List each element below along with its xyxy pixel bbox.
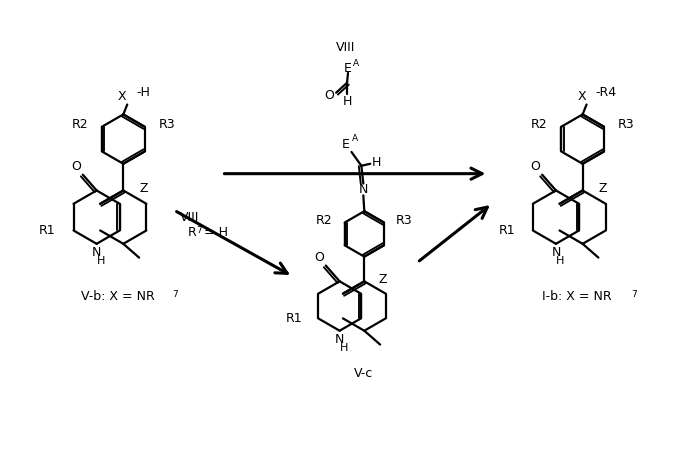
Text: V-b: X = NR: V-b: X = NR — [81, 290, 154, 303]
Text: H: H — [556, 256, 564, 266]
Text: R2: R2 — [71, 118, 88, 131]
Text: R1: R1 — [39, 224, 56, 237]
Text: R2: R2 — [316, 214, 333, 227]
Text: H: H — [343, 95, 352, 108]
Text: = H: = H — [200, 227, 228, 239]
Text: X: X — [577, 90, 586, 103]
Text: Z: Z — [598, 182, 607, 195]
Text: O: O — [324, 89, 334, 102]
Text: 7: 7 — [196, 227, 201, 235]
Text: R: R — [188, 227, 196, 239]
Text: H: H — [371, 157, 381, 169]
Text: R1: R1 — [286, 312, 303, 325]
Text: E: E — [344, 62, 352, 76]
Text: R2: R2 — [531, 118, 547, 131]
Text: -H: -H — [136, 86, 150, 99]
Text: O: O — [71, 160, 81, 173]
Text: N: N — [92, 246, 101, 259]
Text: E: E — [342, 137, 350, 151]
Text: N: N — [359, 183, 368, 196]
Text: Z: Z — [139, 182, 147, 195]
Text: O: O — [314, 251, 324, 264]
Text: H: H — [96, 256, 105, 266]
Text: O: O — [531, 160, 540, 173]
Text: Z: Z — [378, 273, 387, 286]
Text: -R4: -R4 — [596, 86, 617, 99]
Text: R3: R3 — [159, 118, 175, 131]
Text: A: A — [352, 134, 358, 142]
Text: R1: R1 — [498, 224, 515, 237]
Text: A: A — [353, 59, 359, 67]
Text: I-b: X = NR: I-b: X = NR — [542, 290, 612, 303]
Text: 7: 7 — [631, 290, 637, 298]
Text: V-c: V-c — [354, 367, 373, 380]
Text: R3: R3 — [396, 214, 412, 227]
Text: VIII: VIII — [180, 211, 199, 223]
Text: N: N — [552, 246, 561, 259]
Text: 7: 7 — [172, 290, 178, 298]
Text: N: N — [335, 333, 345, 346]
Text: H: H — [340, 343, 348, 353]
Text: X: X — [118, 90, 127, 103]
Text: VIII: VIII — [336, 41, 356, 54]
Text: R3: R3 — [618, 118, 635, 131]
